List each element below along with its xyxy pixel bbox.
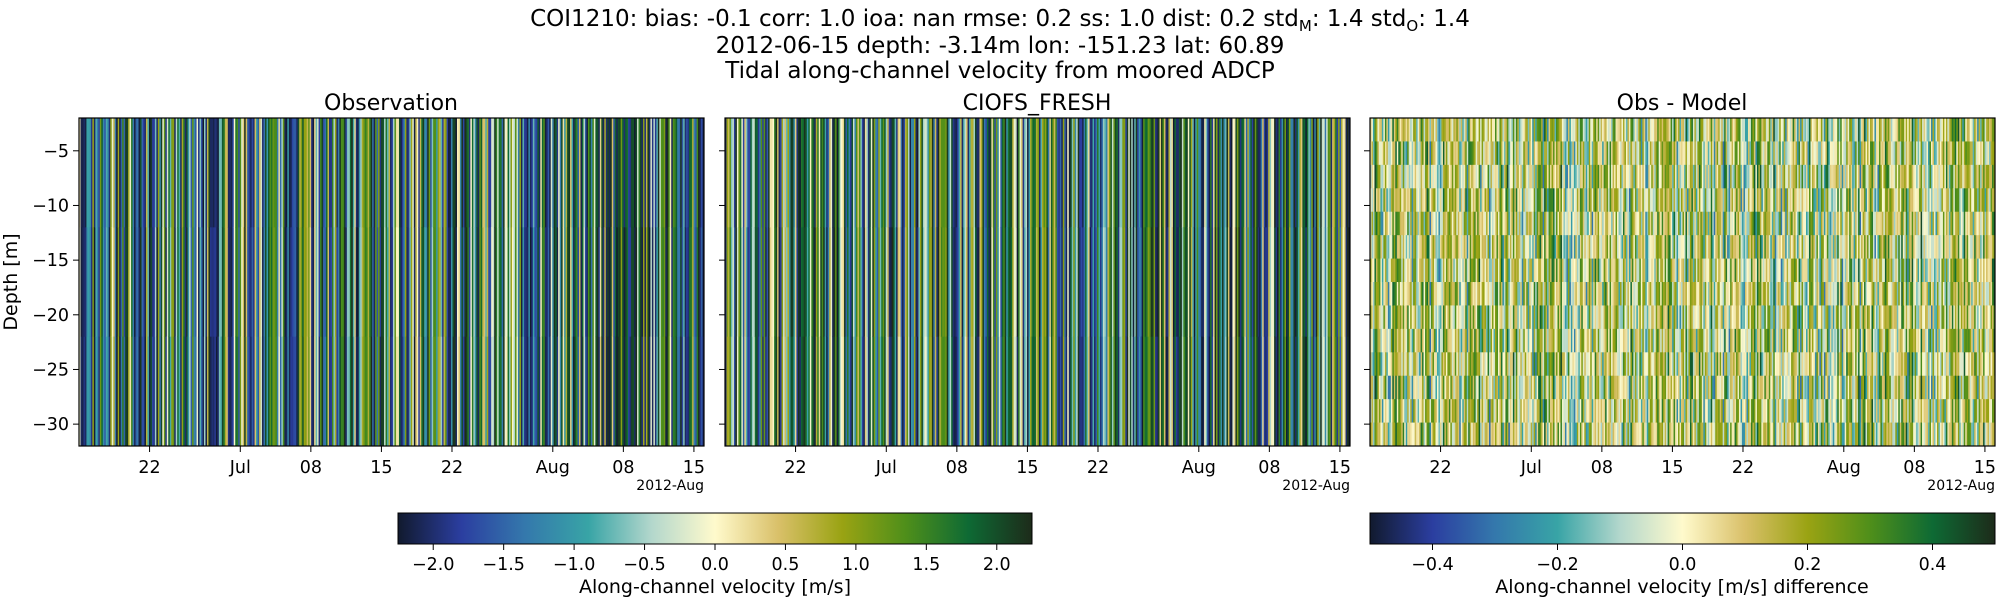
figure-title-line2: 2012-06-15 depth: -3.14m lon: -151.23 la… [716,33,1285,59]
y-tick-label: −5 [43,142,69,162]
model-heatmap: 22 Jul 08 15 22 Aug 08 15 2012-Aug [719,118,1351,494]
panel-title-model: CIOFS_FRESH [963,91,1112,116]
x-tick-label: 15 [1329,458,1351,478]
y-tick-label: −20 [32,306,69,326]
x-tick-label: 22 [138,458,160,478]
x-tick-label: 15 [370,458,392,478]
x-offset-label-observation: 2012-Aug [636,478,704,494]
y-tick-label: −15 [32,251,69,271]
y-tick-label: −25 [32,360,69,380]
x-tick-label: 08 [612,458,634,478]
observation-heatmap: 22 Jul 08 15 22 Aug 08 15 −5 −10 −15 −20 −25 −30 2012… [32,118,705,494]
x-tick-label: 22 [1087,458,1109,478]
x-tick-label: Aug [1182,458,1216,478]
x-tick-label: Aug [536,458,570,478]
figure-title-line3: Tidal along-channel velocity from moored… [724,58,1275,84]
x-tick-label: 15 [1016,458,1038,478]
figure-title-line1: COI1210: bias: -0.1 corr: 1.0 ioa: nan r… [530,6,1470,35]
x-tick-label: Jul [229,458,251,478]
x-tick-label: 15 [683,458,705,478]
panel-title-difference: Obs - Model [1617,91,1748,116]
panel-title-observation: Observation [324,91,458,116]
y-tick-label: −10 [32,196,69,216]
x-offset-label-model: 2012-Aug [1282,478,1350,494]
y-axis-label: Depth [m] [0,233,22,330]
x-tick-label: 22 [441,458,463,478]
x-tick-label: 08 [1258,458,1280,478]
x-tick-label: Jul [875,458,897,478]
x-tick-label: 08 [946,458,968,478]
x-tick-label: 22 [784,458,806,478]
x-tick-label: 08 [300,458,322,478]
y-tick-label: −30 [32,415,69,435]
